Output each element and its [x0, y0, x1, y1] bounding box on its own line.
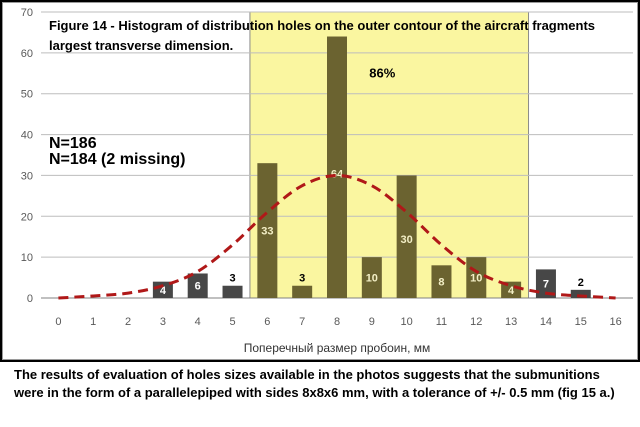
x-tick-label: 15 — [575, 316, 587, 328]
histogram-bar — [535, 269, 556, 298]
chart-title: Figure 14 - Histogram of distribution ho… — [49, 18, 596, 53]
y-tick-label: 60 — [21, 48, 33, 60]
bar-value-label: 33 — [261, 226, 273, 238]
bar-value-label: 10 — [470, 273, 482, 285]
bar-value-label: 7 — [543, 279, 549, 291]
y-tick-label: 20 — [21, 211, 33, 223]
y-tick-label: 70 — [21, 7, 33, 19]
histogram-bar — [327, 36, 347, 299]
histogram-bar — [431, 265, 452, 298]
x-tick-label: 0 — [55, 316, 61, 328]
x-tick-label: 1 — [90, 316, 96, 328]
x-tick-label: 10 — [401, 316, 413, 328]
x-tick-label: 6 — [264, 316, 270, 328]
histogram-bar — [222, 285, 243, 298]
y-tick-label: 50 — [21, 89, 33, 101]
bar-value-label: 3 — [229, 273, 235, 285]
x-tick-label: 12 — [470, 316, 482, 328]
bar-value-label: 4 — [160, 285, 167, 297]
x-tick-label: 8 — [334, 316, 340, 328]
x-tick-label: 3 — [160, 316, 166, 328]
bar-value-label: 8 — [438, 277, 444, 289]
caption-text: The results of evaluation of holes sizes… — [14, 367, 615, 400]
histogram-bar — [292, 285, 313, 298]
x-tick-label: 13 — [505, 316, 517, 328]
x-tick-label: 7 — [299, 316, 305, 328]
y-tick-label: 40 — [21, 130, 33, 142]
x-tick-label: 11 — [436, 316, 447, 328]
histogram-bar — [570, 289, 591, 298]
bar-value-label: 2 — [578, 277, 584, 289]
x-tick-label: 4 — [195, 316, 201, 328]
bar-value-label: 4 — [508, 285, 515, 297]
histogram-bar — [257, 163, 278, 298]
y-tick-label: 10 — [21, 252, 33, 264]
percent-label: 86% — [369, 65, 395, 80]
bar-value-label: 6 — [195, 281, 201, 293]
x-axis-title: Поперечный размер пробоин, мм — [244, 341, 431, 355]
histogram-bar — [187, 273, 208, 298]
y-tick-label: 0 — [27, 293, 33, 305]
x-tick-label: 5 — [229, 316, 235, 328]
fit-curve — [58, 173, 616, 300]
bar-value-label: 10 — [366, 273, 378, 285]
x-tick-label: 16 — [609, 316, 621, 328]
x-tick-label: 9 — [369, 316, 375, 328]
bar-value-label: 64 — [331, 168, 344, 180]
highlight-band — [249, 11, 530, 299]
bar-value-label: 3 — [299, 273, 305, 285]
caption-panel: The results of evaluation of holes sizes… — [0, 362, 640, 427]
y-tick-label: 30 — [21, 170, 33, 182]
chart-panel: 0 10 20 30 40 50 60 70 0 1 2 3 4 5 6 7 8 9 10 11 12 13 14 15 16 П… — [2, 2, 638, 360]
n-total-label: N=186 — [49, 135, 97, 152]
bar-value-label: 30 — [401, 234, 413, 246]
n-counted-label: N=184 (2 missing) — [49, 151, 186, 168]
x-tick-label: 14 — [540, 316, 552, 328]
histogram-bar — [361, 257, 382, 298]
x-tick-label: 2 — [125, 316, 131, 328]
